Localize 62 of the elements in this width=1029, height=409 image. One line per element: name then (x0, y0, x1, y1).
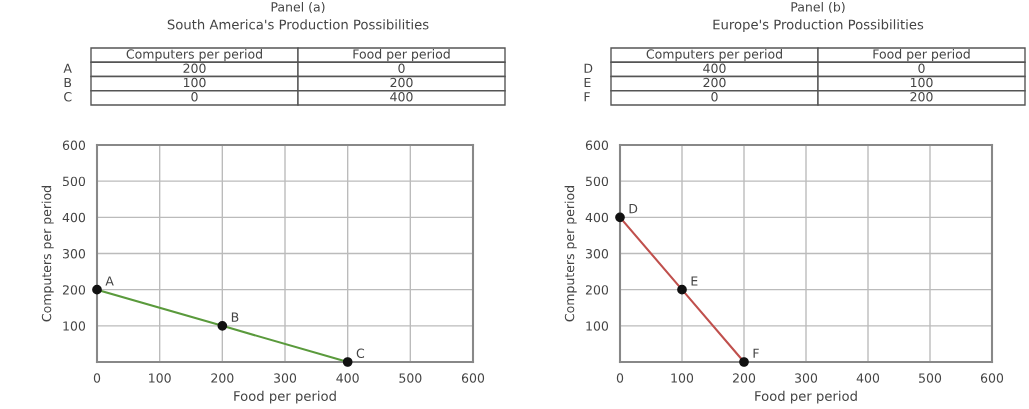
category-label: B (64, 77, 72, 88)
y-tick-label: 100 (586, 321, 609, 331)
x-tick-label: 400 (336, 373, 359, 383)
annotation: B (231, 312, 239, 322)
x-tick-label: 100 (671, 373, 694, 383)
y-tick-label: 200 (585, 285, 609, 295)
y-tick-label: 400 (62, 212, 86, 223)
y-tick-label: 500 (62, 176, 86, 187)
annotation: C (356, 348, 365, 359)
category-label: A (63, 63, 72, 73)
y-tick-label: 600 (585, 140, 609, 150)
x-tick-label: 300 (274, 373, 297, 383)
data-label: 200 (183, 63, 206, 73)
category-label: F (584, 92, 590, 102)
x-tick-label: 500 (399, 373, 422, 383)
category-label: D (584, 63, 593, 73)
data-label: 400 (703, 63, 726, 73)
x-tick-label: 0 (93, 373, 101, 383)
y-tick-label: 300 (585, 248, 609, 259)
y-tick-label: 300 (62, 248, 86, 259)
series-label: Computers per period (126, 49, 262, 62)
x-axis-title: Food per period (234, 390, 336, 404)
x-tick-label: 200 (732, 373, 756, 383)
x-tick-label: 0 (616, 373, 624, 383)
data-label: 400 (390, 92, 413, 102)
x-tick-label: 600 (461, 373, 485, 383)
y-tick-label: 200 (62, 285, 86, 295)
data-label: 200 (703, 77, 726, 88)
text: Panel (b) (791, 1, 845, 14)
y-tick-label: 600 (62, 140, 86, 150)
x-tick-label: 500 (919, 373, 942, 383)
data-label: 100 (910, 77, 933, 88)
y-axis-title: Computers per period (41, 186, 54, 322)
x-tick-label: 600 (980, 373, 1004, 383)
series-label: Food per period (873, 49, 970, 62)
data-label: 100 (183, 77, 206, 88)
annotation: D (629, 204, 638, 214)
text: Panel (a) (271, 1, 325, 14)
y-axis-title: Computers per period (564, 186, 577, 322)
text: South America's Production Possibilities (167, 19, 429, 30)
y-tick-label: 500 (585, 176, 609, 187)
data-label: 0 (711, 92, 718, 102)
x-tick-label: 400 (856, 373, 880, 383)
annotation: F (753, 348, 759, 358)
category-label: C (64, 92, 72, 102)
x-axis-title: Food per period (755, 390, 857, 404)
series-label: Food per period (353, 49, 450, 62)
series-label: Computers per period (646, 49, 782, 62)
data-label: 0 (918, 63, 925, 73)
y-tick-label: 100 (63, 321, 86, 331)
annotation: E (691, 276, 698, 286)
data-label: 200 (910, 92, 933, 102)
x-tick-label: 300 (795, 373, 818, 383)
x-tick-label: 100 (149, 373, 171, 383)
data-label: 200 (390, 77, 413, 88)
data-label: 0 (191, 92, 198, 102)
text: Europe's Production Possibilities (713, 19, 924, 32)
x-tick-label: 200 (211, 373, 234, 383)
y-tick-label: 400 (585, 212, 609, 223)
data-label: 0 (398, 63, 405, 73)
annotation: A (105, 276, 114, 286)
category-label: E (584, 77, 591, 88)
